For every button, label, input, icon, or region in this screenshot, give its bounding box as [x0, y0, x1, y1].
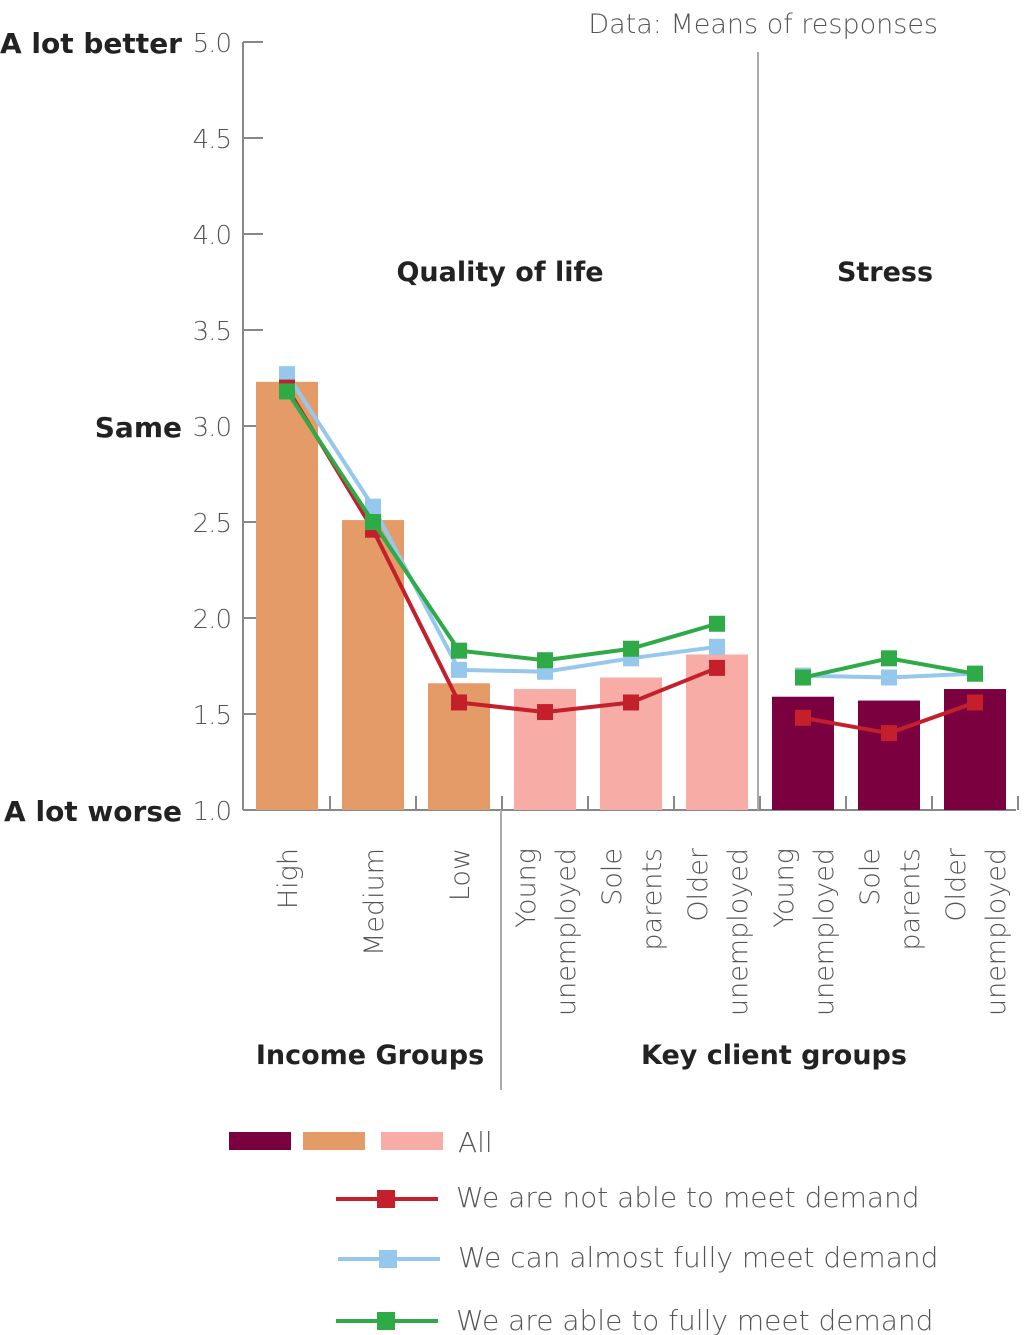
legend-swatch-pink [381, 1132, 443, 1150]
legend-label-all: All [458, 1126, 493, 1159]
y-tick-label: 3.0 [193, 413, 231, 443]
y-tick-label: 4.0 [193, 221, 231, 251]
series-point [795, 669, 811, 686]
series-line [285, 386, 718, 715]
series-point [451, 642, 467, 659]
series-point [881, 650, 897, 667]
legend-marker-not-able [377, 1190, 395, 1208]
series-point [537, 652, 553, 669]
series-point [795, 709, 811, 726]
legend-marker-fully [377, 1312, 395, 1330]
category-label: High [273, 848, 304, 909]
y-tick-label: 3.5 [193, 317, 231, 347]
series-point [279, 383, 295, 400]
panel-title-quality-of-life: Quality of life [396, 257, 603, 288]
category-label: parents [895, 848, 926, 951]
y-tick-label: 5.0 [193, 29, 231, 59]
bars [256, 381, 1006, 810]
group-label-key-client-groups: Key client groups [641, 1040, 907, 1071]
series-point [709, 638, 725, 655]
series-point [623, 694, 639, 711]
series-point [967, 665, 983, 682]
series-line [285, 373, 718, 674]
category-label: Sole [855, 848, 886, 906]
category-label: Medium [359, 848, 390, 956]
series-point [881, 669, 897, 686]
legend-swatch-dark [229, 1132, 291, 1150]
bar [342, 520, 404, 810]
category-label: unemployed [551, 848, 582, 1016]
series-line [285, 390, 718, 663]
series-point [451, 661, 467, 678]
y-axis-label: A lot better [0, 27, 182, 60]
series-point [365, 498, 381, 515]
series-point [709, 615, 725, 632]
category-label: Older [683, 847, 714, 922]
series-point [967, 694, 983, 711]
category-label: unemployed [723, 848, 754, 1016]
series-point [623, 640, 639, 657]
legend-label-almost-fully: We can almost fully meet demand [458, 1241, 938, 1274]
panel-title-stress: Stress [837, 257, 933, 288]
legend: All We are not able to meet demand We ca… [229, 1126, 938, 1335]
category-label: Young [769, 848, 800, 928]
series-point [709, 659, 725, 676]
category-label: Sole [597, 848, 628, 906]
series-point [279, 366, 295, 383]
legend-swatch-orange [303, 1132, 365, 1150]
y-tick-label: 2.5 [193, 509, 231, 539]
series-lines [279, 366, 983, 742]
y-axis-label: A lot worse [4, 795, 182, 828]
group-label-income-groups: Income Groups [256, 1040, 484, 1071]
category-label: unemployed [809, 848, 840, 1016]
series-point [451, 694, 467, 711]
data-note: Data: Means of responses [588, 9, 938, 40]
bar [686, 654, 748, 810]
y-tick-label: 1.5 [193, 701, 231, 731]
legend-label-not-able: We are not able to meet demand [456, 1181, 920, 1214]
category-label: parents [637, 848, 668, 951]
bar [256, 381, 318, 810]
category-label: Older [941, 847, 972, 922]
y-tick-label: 4.5 [193, 125, 231, 155]
legend-marker-almost-fully [379, 1250, 397, 1268]
series-point [537, 704, 553, 721]
category-label: Low [445, 848, 476, 901]
y-tick-label: 2.0 [193, 605, 231, 635]
y-axis-label: Same [95, 411, 182, 444]
series-point [881, 725, 897, 742]
bar [858, 700, 920, 810]
legend-label-fully: We are able to fully meet demand [456, 1304, 933, 1335]
y-tick-label: 1.0 [193, 797, 231, 827]
category-label: Young [511, 848, 542, 928]
category-label: unemployed [981, 848, 1012, 1016]
labels: 5.0 4.5 4.0 3.5 3.0 2.5 2.0 1.5 1.0 A lot better S… [0, 27, 1012, 1016]
series-point [365, 514, 381, 530]
